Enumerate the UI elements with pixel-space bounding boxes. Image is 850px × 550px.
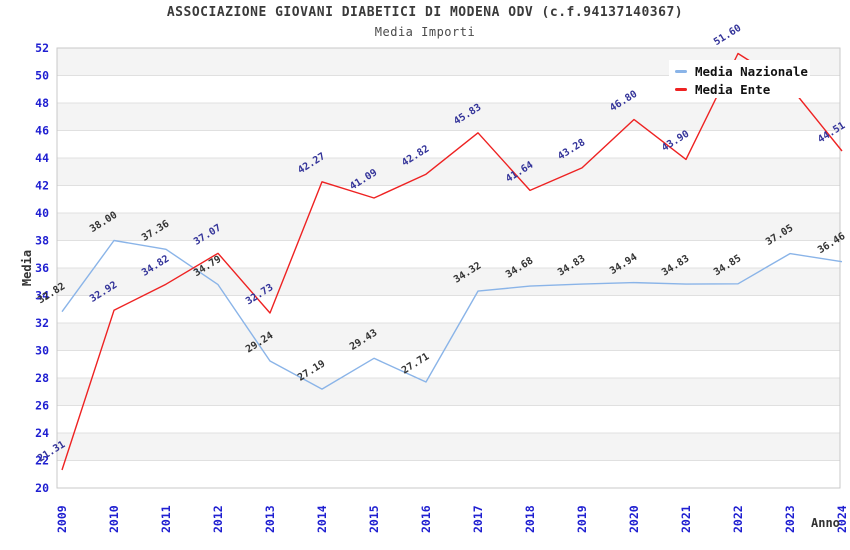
y-tick-label: 20 xyxy=(35,481,49,495)
grid-band xyxy=(57,130,840,158)
grid-band xyxy=(57,158,840,186)
x-tick-label: 2020 xyxy=(627,505,641,533)
x-tick-label: 2024 xyxy=(835,505,849,533)
y-tick-label: 32 xyxy=(35,316,49,330)
y-tick-label: 36 xyxy=(35,261,49,275)
y-tick-label: 42 xyxy=(35,179,49,193)
x-tick-label: 2015 xyxy=(367,505,381,533)
chart-title: ASSOCIAZIONE GIOVANI DIABETICI DI MODENA… xyxy=(166,5,684,20)
y-tick-label: 26 xyxy=(35,399,49,413)
chart-legend: Media Nazionale Media Ente xyxy=(669,60,810,98)
x-tick-label: 2010 xyxy=(107,505,121,533)
y-tick-label: 52 xyxy=(35,41,49,55)
legend-label: Media Nazionale xyxy=(695,64,808,79)
grid-band xyxy=(57,268,840,296)
x-tick-label: 2019 xyxy=(575,505,589,533)
grid-band xyxy=(57,185,840,213)
x-tick-label: 2018 xyxy=(523,505,537,533)
grid-band xyxy=(57,103,840,131)
y-tick-label: 48 xyxy=(35,96,49,110)
chart-subtitle: Media Importi xyxy=(374,25,476,39)
x-tick-label: 2011 xyxy=(159,505,173,533)
grid-band xyxy=(57,213,840,241)
legend-label: Media Ente xyxy=(695,82,771,97)
legend-line-swatch xyxy=(675,70,687,73)
y-tick-label: 40 xyxy=(35,206,49,220)
x-tick-label: 2009 xyxy=(55,505,69,533)
grid-band xyxy=(57,460,840,488)
x-tick-label: 2016 xyxy=(419,505,433,533)
x-tick-label: 2013 xyxy=(263,505,277,533)
x-tick-label: 2022 xyxy=(731,505,745,533)
data-label: 51.60 xyxy=(712,23,743,48)
legend-line-swatch xyxy=(675,88,687,91)
x-tick-label: 2021 xyxy=(679,505,693,533)
x-axis-title: Anno xyxy=(811,516,840,530)
y-tick-label: 24 xyxy=(35,426,49,440)
x-tick-label: 2017 xyxy=(471,505,485,533)
series-line-media-nazionale xyxy=(61,239,843,390)
legend-item-1: Media Ente xyxy=(675,82,810,97)
grid-band xyxy=(57,378,840,406)
grid-band xyxy=(57,433,840,461)
y-tick-label: 22 xyxy=(35,454,49,468)
grid-band xyxy=(57,350,840,378)
y-axis-title: Media xyxy=(20,249,34,287)
y-tick-label: 46 xyxy=(35,124,49,138)
x-tick-label: 2014 xyxy=(315,505,329,533)
grid-band xyxy=(57,295,840,323)
y-tick-label: 34 xyxy=(35,289,49,303)
legend-item-0: Media Nazionale xyxy=(675,64,810,79)
grid-band xyxy=(57,405,840,433)
y-tick-label: 38 xyxy=(35,234,49,248)
y-tick-label: 30 xyxy=(35,344,49,358)
y-tick-label: 50 xyxy=(35,69,49,83)
x-tick-label: 2023 xyxy=(783,505,797,533)
plot-border xyxy=(56,47,841,489)
y-tick-label: 28 xyxy=(35,371,49,385)
x-tick-label: 2012 xyxy=(211,505,225,533)
y-tick-label: 44 xyxy=(35,151,49,165)
series-line-media-ente xyxy=(61,52,843,471)
grid-band xyxy=(57,323,840,351)
